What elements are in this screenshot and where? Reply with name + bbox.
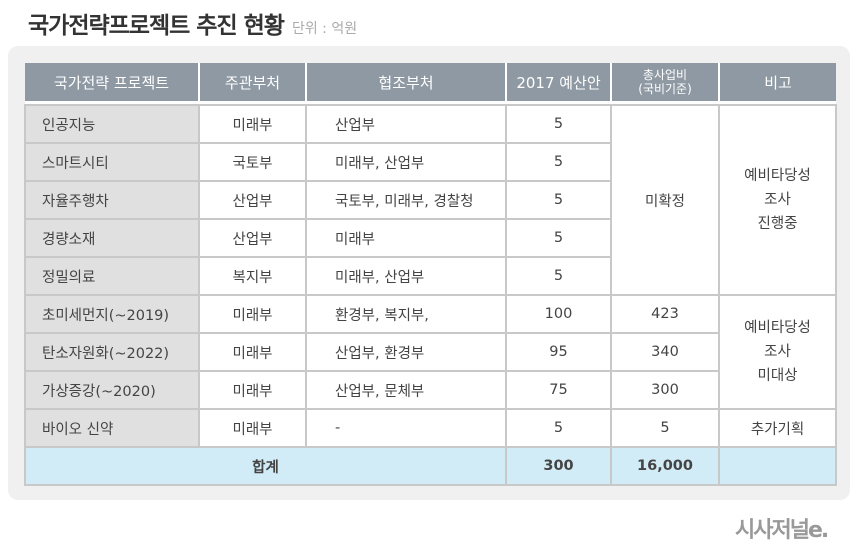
project-name: 스마트시티 [24,142,200,182]
lead-ministry: 미래부 [198,370,307,410]
total-cost-sum: 16,000 [610,446,720,486]
budget-2017: 75 [505,370,612,410]
lead-ministry: 복지부 [198,256,307,296]
lead-ministry: 미래부 [198,294,307,334]
note: 예비타당성 조사 진행중 [718,104,837,296]
budget-2017: 5 [505,104,612,144]
budget-2017: 5 [505,180,612,220]
lead-ministry: 국토부 [198,142,307,182]
project-name: 바이오 신약 [24,408,200,448]
col-coop: 협조부처 [305,63,506,101]
project-name: 정밀의료 [24,256,200,296]
project-name: 탄소자원화(~2022) [24,332,200,372]
table-row: 경량소재 산업부 미래부 5 [24,218,836,258]
col-note: 비고 [718,63,836,101]
coop-ministries: 국토부, 미래부, 경찰청 [305,180,507,220]
table-row: 초미세먼지(~2019) 미래부 환경부, 복지부, 100 423 예비타당성 조사… [24,294,837,410]
table-row: 스마트시티 국토부 미래부, 산업부 5 [24,142,836,182]
total-cost: 300 [610,370,720,410]
col-lead: 주관부처 [198,63,306,101]
total-cost: 423 [610,294,720,334]
table-row: 자율주행차 산업부 국토부, 미래부, 경찰청 5 [24,180,836,220]
note: 추가기획 [718,408,837,448]
total-cost: 5 [610,408,720,448]
note: 예비타당성 조사 미대상 [718,294,837,410]
coop-ministries: 미래부, 산업부 [305,256,507,296]
budget-2017: 5 [505,142,612,182]
col-project: 국가전략 프로젝트 [25,63,199,101]
coop-ministries: 산업부, 환경부 [305,332,507,372]
coop-ministries: - [305,408,507,448]
project-name: 초미세먼지(~2019) [24,294,200,334]
lead-ministry: 산업부 [198,218,307,258]
col-budget: 2017 예산안 [505,63,611,101]
budget-2017: 5 [505,408,612,448]
coop-ministries: 미래부, 산업부 [305,142,507,182]
table-row: 인공지능 미래부 산업부 5 미확정 예비타당성 조사 진행중 [24,104,837,296]
budget-2017: 100 [505,294,612,334]
coop-ministries: 산업부 [305,104,507,144]
col-total: 총사업비 (국비기준) [610,63,719,101]
total-label: 합계 [24,446,507,486]
header-row: 국가전략 프로젝트 주관부처 협조부처 2017 예산안 총사업비 (국비기준) … [25,63,836,101]
unit-label: 단위 : 억원 [291,21,358,37]
coop-ministries: 환경부, 복지부, [305,294,507,334]
project-name: 경량소재 [24,218,200,258]
budget-2017: 95 [505,332,612,372]
coop-ministries: 산업부, 문체부 [305,370,507,410]
project-name: 자율주행차 [24,180,200,220]
total-budget: 300 [505,446,612,486]
lead-ministry: 산업부 [198,180,307,220]
budget-2017: 5 [505,256,612,296]
project-name: 인공지능 [24,104,200,144]
page-title: 국가전략프로젝트 추진 현황 단위 : 억원 [28,13,358,39]
total-note [718,446,837,486]
publisher-logo: 시사저널e. [735,518,829,543]
project-name: 가상증강(~2020) [24,370,200,410]
total-cost: 340 [610,332,720,372]
lead-ministry: 미래부 [198,332,307,372]
table-row: 바이오 신약 미래부 - 5 5 추가기획 [24,408,837,448]
table-row: 정밀의료 복지부 미래부, 산업부 5 [24,256,836,296]
coop-ministries: 미래부 [305,218,507,258]
table-row: 탄소자원화(~2022) 미래부 산업부, 환경부 95 340 [24,332,836,372]
lead-ministry: 미래부 [198,104,307,144]
lead-ministry: 미래부 [198,408,307,448]
total-cost: 미확정 [610,104,720,296]
total-row: 합계 300 16,000 [24,446,837,486]
table-row: 가상증강(~2020) 미래부 산업부, 문체부 75 300 [24,370,836,410]
budget-2017: 5 [505,218,612,258]
project-table: 국가전략 프로젝트 주관부처 협조부처 2017 예산안 총사업비 (국비기준) … [24,63,837,486]
